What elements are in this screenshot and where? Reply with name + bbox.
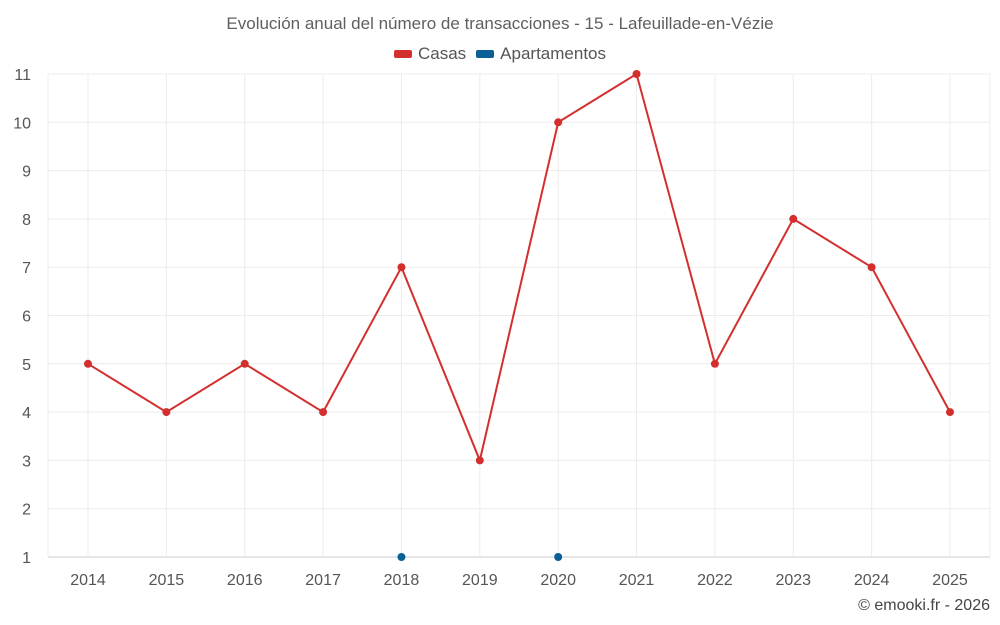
legend-swatch-casas bbox=[393, 50, 412, 58]
x-tick-label: 2021 bbox=[619, 572, 655, 589]
legend-item-apartamentos[interactable]: Apartamentos bbox=[476, 44, 606, 64]
x-tick-label: 2022 bbox=[697, 572, 733, 589]
legend-item-casas[interactable]: Casas bbox=[393, 44, 467, 64]
data-point-0 bbox=[789, 214, 798, 223]
x-tick-label: 2025 bbox=[932, 572, 968, 589]
x-tick-label: 2023 bbox=[775, 572, 811, 589]
data-point-0 bbox=[397, 263, 406, 272]
x-tick-label: 2018 bbox=[384, 572, 420, 589]
data-point-0 bbox=[162, 408, 171, 417]
y-tick-label: 11 bbox=[14, 67, 31, 84]
x-tick-label: 2014 bbox=[70, 572, 106, 589]
y-tick-label: 3 bbox=[22, 453, 31, 470]
x-tick-label: 2024 bbox=[854, 572, 890, 589]
y-tick-label: 1 bbox=[22, 550, 31, 567]
credit-text: © emooki.fr - 2026 bbox=[858, 597, 990, 614]
legend: Casas Apartamentos bbox=[0, 44, 1000, 64]
y-tick-label: 2 bbox=[22, 502, 31, 519]
data-point-0 bbox=[240, 359, 249, 368]
data-point-0 bbox=[475, 456, 484, 465]
legend-label-apartamentos: Apartamentos bbox=[500, 44, 607, 63]
data-point-1 bbox=[554, 553, 563, 561]
x-tick-label: 2015 bbox=[149, 572, 185, 589]
x-tick-label: 2020 bbox=[540, 572, 576, 589]
x-tick-label: 2019 bbox=[462, 572, 498, 589]
y-tick-label: 8 bbox=[22, 212, 31, 229]
legend-label-casas: Casas bbox=[417, 44, 467, 63]
data-point-0 bbox=[710, 359, 719, 368]
legend-swatch-apartamentos bbox=[476, 50, 495, 58]
chart-title: Evolución anual del número de transaccio… bbox=[226, 14, 774, 33]
y-tick-label: 10 bbox=[13, 115, 31, 132]
y-tick-label: 4 bbox=[22, 405, 31, 422]
data-point-0 bbox=[632, 70, 641, 78]
data-point-1 bbox=[397, 553, 406, 561]
y-tick-label: 7 bbox=[22, 260, 31, 277]
data-point-0 bbox=[867, 263, 876, 272]
x-tick-label: 2016 bbox=[227, 572, 263, 589]
data-point-0 bbox=[946, 408, 954, 417]
y-tick-label: 5 bbox=[22, 357, 31, 374]
x-tick-label: 2017 bbox=[305, 572, 341, 589]
data-point-0 bbox=[554, 118, 563, 127]
data-point-0 bbox=[319, 408, 328, 417]
series-line-0 bbox=[87, 72, 951, 464]
y-tick-label: 6 bbox=[22, 309, 31, 326]
y-tick-label: 9 bbox=[22, 164, 31, 181]
data-point-0 bbox=[84, 359, 92, 368]
